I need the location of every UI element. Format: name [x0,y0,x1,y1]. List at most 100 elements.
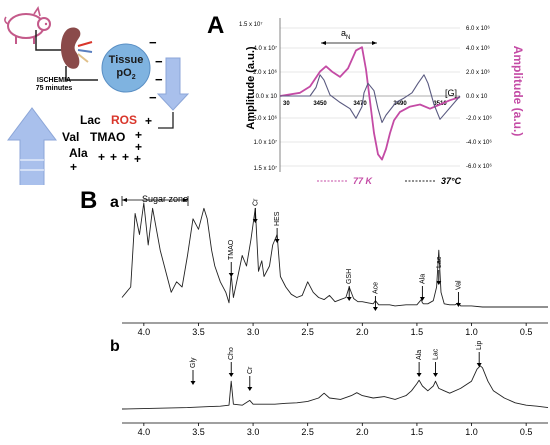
x-tick-label: 4.0 [138,327,151,337]
ischemia-time: 75 minutes [35,85,73,92]
y-tick-label-left: 1.5 x 10⁷ [253,165,277,172]
x-tick-label: 3450 [313,101,327,107]
plus-sign: + [70,160,78,174]
peak-label: Cho [228,347,235,360]
po2-text: pO2 [116,67,136,82]
minus-sign: − [155,72,163,87]
peak-label: Gly [190,357,197,368]
minus-sign: − [149,35,157,50]
sugar-zone-label: Sugar zone [142,194,189,204]
metabolite-ala: Ala [69,146,88,160]
y-tick-label-left: 2.0 x 10⁶ [253,69,277,76]
minus-sign: − [155,54,163,69]
peak-arrowhead [228,273,234,277]
peak-label: Val [455,280,462,290]
x-tick-label: 0.5 [520,327,533,337]
peak-label: HES [274,211,281,226]
y-tick-label-right: 0.0 x 10 [466,94,488,100]
peak-arrowhead [228,373,234,377]
epr-legend: 77 K 37°C [317,176,462,186]
metabolite-tmao: TMAO [90,130,126,144]
x-tick-label: 3.5 [192,427,205,437]
peak-label: Ace [372,282,379,294]
kidney-icon [61,27,93,69]
sugar-zone-bracket [121,196,189,206]
x-tick-label: 3.5 [192,327,205,337]
peak-arrowhead [432,373,438,377]
y-tick-label-right: -4.0 x 10⁶ [466,139,492,146]
y-tick-label-left: 1.0 x 10⁷ [253,139,277,146]
epr-series [279,46,461,161]
legend-label: 77 K [353,176,374,186]
peak-arrowhead [436,281,442,285]
x-tick-label: 4.0 [138,427,151,437]
down-arrow-icon [156,57,190,111]
plus-sign: + [98,150,106,164]
y-tick-label-left: 5.0 x 10⁶ [253,115,277,122]
peak-arrowhead [476,363,482,367]
peak-arrowhead [455,303,461,307]
panel-b-sub-b: b [110,338,120,355]
x-tick-label: 30 [283,101,290,107]
scheme-graphic [4,6,190,185]
x-tick-label: 3490 [393,101,407,107]
x-tick-label: 3.0 [247,327,260,337]
metabolite-lac: Lac [80,113,101,127]
plus-sign: + [122,150,130,164]
tissue-circle [101,43,151,93]
tissue-po2-label: Tissue pO2 [102,54,150,84]
metabolite-val: Val [62,130,80,144]
x-tick-label: 1.5 [411,327,424,337]
peak-label: Cr [252,198,259,206]
spectrum-line [121,365,549,410]
spacing-marker [321,41,377,45]
y-tick-label-right: 4.0 x 10⁶ [466,45,490,52]
peak-label: GSH [346,269,353,284]
tissue-text: Tissue [108,54,144,66]
plus-sign: + [134,152,142,166]
y-tick-label-left: 4.0 x 10⁷ [253,45,277,52]
peak-label: Lip [476,341,483,350]
y-tick-label-right: 6.0 x 10⁶ [466,25,490,32]
y-tick-label-left: 0.0 x 10 [256,94,278,100]
legend-label: 37°C [441,176,462,186]
pig-icon [4,6,51,44]
peak-arrowhead [274,239,280,243]
peak-arrowhead [372,307,378,311]
ischemia-label: ISCHEMIA 75 minutes [24,77,84,93]
panel-a: A Amplitude (a.u.) Amplitude (a.u.) 4.0 … [205,0,550,190]
up-arrow-icon [7,107,57,185]
peak-arrowhead [346,297,352,301]
spectrum-line [121,202,548,308]
peak-arrowhead [419,297,425,301]
x-tick-label: 1.0 [465,327,478,337]
peak-label: Lac [436,256,443,268]
epr-y-top-tick-left: 1.5 x 10⁷ [239,22,263,28]
x-tick-label: 2.0 [356,427,369,437]
epr-y-ticks-left: 4.0 x 10⁷ 2.0 x 10⁶ 0.0 x 10 5.0 x 10⁶ 1.0 x… [253,45,277,172]
nmr-chart: 4.0 3.5 3.0 2.5 2.0 1.5 1.0 0.5 Cr HES TMAO GSH Ace A… [121,196,549,437]
x-tick-label: 2.5 [301,327,314,337]
x-tick-label: 3470 [353,101,367,107]
epr-field-label: [G] [445,88,458,98]
y-tick-label-right: 2.0 x 10⁶ [466,69,490,76]
panel-a-letter: A [207,12,225,39]
panel-b: B a b Sugar zone 4.0 3.5 3.0 2.5 2.0 1.5 1.0 0.… [0,187,550,445]
minus-sign: − [149,90,157,105]
peak-label: Ala [416,350,423,360]
nmr-spectrum-a: 4.0 3.5 3.0 2.5 2.0 1.5 1.0 0.5 Cr HES TMAO GSH Ace A… [121,198,548,337]
x-tick-label: 3.0 [247,427,260,437]
plus-sign: + [135,140,143,154]
peak-arrowhead [416,373,422,377]
y-tick-label-right: -2.0 x 10⁶ [466,115,492,122]
x-tick-label: 0.5 [520,427,533,437]
plus-sign: + [135,128,143,142]
epr-chart: 4.0 x 10⁷ 2.0 x 10⁶ 0.0 x 10 5.0 x 10⁶ 1.0 x… [253,18,492,186]
x-tick-label: 2.0 [356,327,369,337]
peak-arrowhead [252,219,258,223]
nmr-spectrum-b: 4.0 3.5 3.0 2.5 2.0 1.5 1.0 0.5 Gly Cho Cr Ala Lac Li… [121,341,549,437]
epr-y-ticks-right: 6.0 x 10⁶ 4.0 x 10⁶ 2.0 x 10⁶ 0.0 x 10 -2.0 … [466,25,492,170]
peak-label: Ala [419,274,426,284]
peak-arrowhead [247,387,253,391]
plus-sign: + [145,114,153,128]
